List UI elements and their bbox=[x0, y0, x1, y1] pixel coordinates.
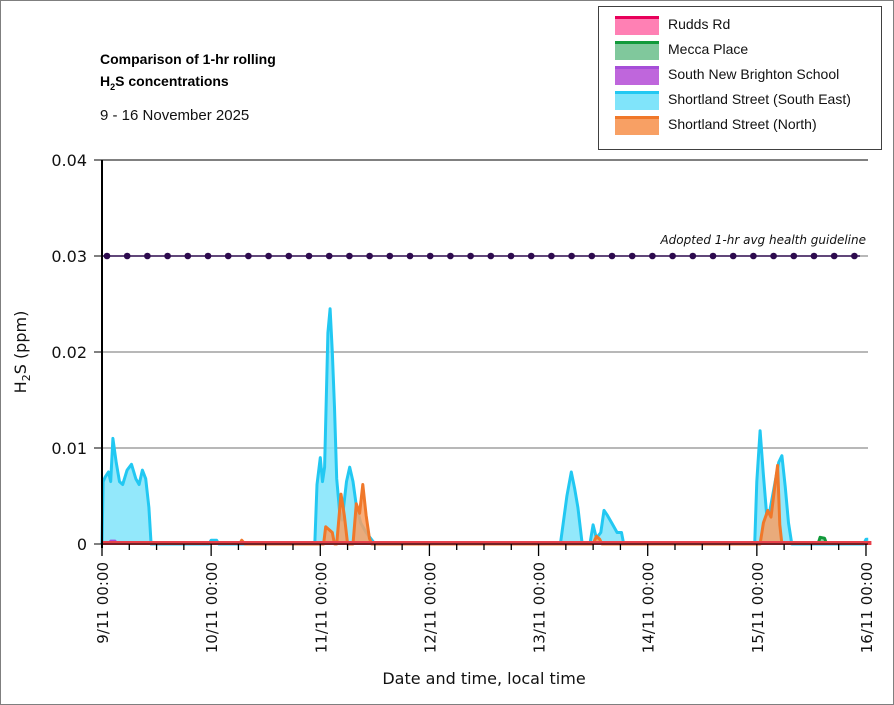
guideline-marker bbox=[346, 252, 353, 260]
guideline-marker bbox=[305, 252, 313, 260]
legend-item-shortland-street-north: Shortland Street (North) bbox=[607, 113, 877, 137]
legend-item-shortland-street-south-east: Shortland Street (South East) bbox=[607, 88, 877, 112]
gridlines bbox=[102, 159, 868, 449]
guideline-series bbox=[102, 252, 860, 260]
guideline-marker bbox=[366, 252, 373, 260]
guideline-marker bbox=[628, 252, 636, 260]
y-tick-label: 0.01 bbox=[51, 439, 87, 458]
guideline-marker bbox=[851, 252, 858, 260]
x-axis-label: Date and time, local time bbox=[382, 669, 585, 688]
guideline-marker bbox=[285, 252, 293, 260]
guideline-marker bbox=[386, 252, 394, 260]
x-tick-label: 10/11 00:00 bbox=[203, 562, 221, 653]
guideline-marker bbox=[406, 252, 414, 260]
y-tick-label: 0 bbox=[77, 535, 87, 554]
guideline-marker bbox=[608, 252, 616, 260]
x-tick-label: 15/11 00:00 bbox=[749, 562, 767, 653]
guideline-marker bbox=[103, 252, 111, 260]
series-areas bbox=[100, 307, 872, 546]
guideline-marker bbox=[204, 252, 212, 260]
guideline-label: Adopted 1-hr avg health guideline bbox=[659, 233, 866, 247]
guideline-marker bbox=[447, 252, 454, 260]
guideline-marker bbox=[649, 252, 656, 260]
guideline-marker bbox=[830, 252, 838, 260]
x-tick-label: 11/11 00:00 bbox=[312, 562, 330, 653]
chart-subtitle: 9 - 16 November 2025 bbox=[100, 107, 250, 124]
axes: 0 0.01 0.02 0.03 0.04 9/11 00:00 10/11 00:00 11… bbox=[51, 151, 876, 653]
guideline-marker bbox=[245, 252, 252, 260]
legend-swatch bbox=[615, 16, 659, 35]
x-tick-label: 12/11 00:00 bbox=[421, 562, 439, 653]
guideline-marker bbox=[224, 252, 232, 260]
chart-title-line2: H2S concentrations bbox=[100, 70, 229, 98]
y-tick-label: 0.02 bbox=[51, 343, 87, 362]
guideline-marker bbox=[810, 252, 818, 260]
series-shortland-street-north-line bbox=[238, 463, 784, 546]
title-h: H bbox=[100, 73, 111, 89]
legend-swatch bbox=[615, 41, 659, 60]
y-axis-label: H2S (ppm) bbox=[11, 311, 33, 394]
guideline-marker bbox=[729, 252, 737, 260]
legend-item-mecca-place: Mecca Place bbox=[607, 38, 877, 62]
chart-title-line1: Comparison of 1-hr rolling bbox=[100, 51, 276, 67]
guideline-marker bbox=[164, 252, 171, 260]
x-tick-label: 13/11 00:00 bbox=[531, 562, 549, 653]
legend-swatch bbox=[615, 116, 659, 135]
legend: Rudds Rd Mecca Place South New Brighton … bbox=[598, 6, 882, 150]
guideline-marker bbox=[184, 252, 192, 260]
guideline-marker bbox=[548, 252, 555, 260]
x-tick-label: 16/11 00:00 bbox=[858, 562, 876, 653]
legend-swatch bbox=[615, 66, 659, 85]
guideline-marker bbox=[467, 252, 474, 260]
x-tick-label: 9/11 00:00 bbox=[94, 562, 112, 644]
series-shortland-street-south-east-fill bbox=[102, 308, 869, 544]
guideline-marker bbox=[144, 252, 151, 260]
y-tick-label: 0.04 bbox=[51, 151, 87, 170]
guideline-marker bbox=[750, 252, 757, 260]
guideline-marker bbox=[588, 252, 596, 260]
guideline-marker bbox=[265, 252, 272, 260]
guideline-marker bbox=[709, 252, 717, 260]
guideline-marker bbox=[689, 252, 697, 260]
guideline-marker bbox=[669, 252, 676, 260]
guideline-marker bbox=[568, 252, 575, 260]
guideline-marker bbox=[123, 252, 131, 260]
legend-swatch bbox=[615, 91, 659, 110]
guideline-marker bbox=[325, 252, 333, 260]
y-tick-label: 0.03 bbox=[51, 247, 87, 266]
guideline-marker bbox=[426, 252, 434, 260]
x-tick-label: 14/11 00:00 bbox=[640, 562, 658, 653]
legend-item-south-new-brighton-school: South New Brighton School bbox=[607, 63, 877, 87]
series-shortland-street-south-east-line bbox=[100, 307, 869, 546]
guideline-marker bbox=[790, 252, 798, 260]
title-subscript: 2 bbox=[110, 81, 116, 92]
guideline-marker bbox=[487, 252, 495, 260]
guideline-marker bbox=[507, 252, 515, 260]
title-rest: S concentrations bbox=[115, 73, 229, 89]
guideline-marker bbox=[770, 252, 777, 260]
guideline-marker bbox=[527, 252, 535, 260]
legend-item-rudds-rd: Rudds Rd bbox=[607, 13, 877, 37]
